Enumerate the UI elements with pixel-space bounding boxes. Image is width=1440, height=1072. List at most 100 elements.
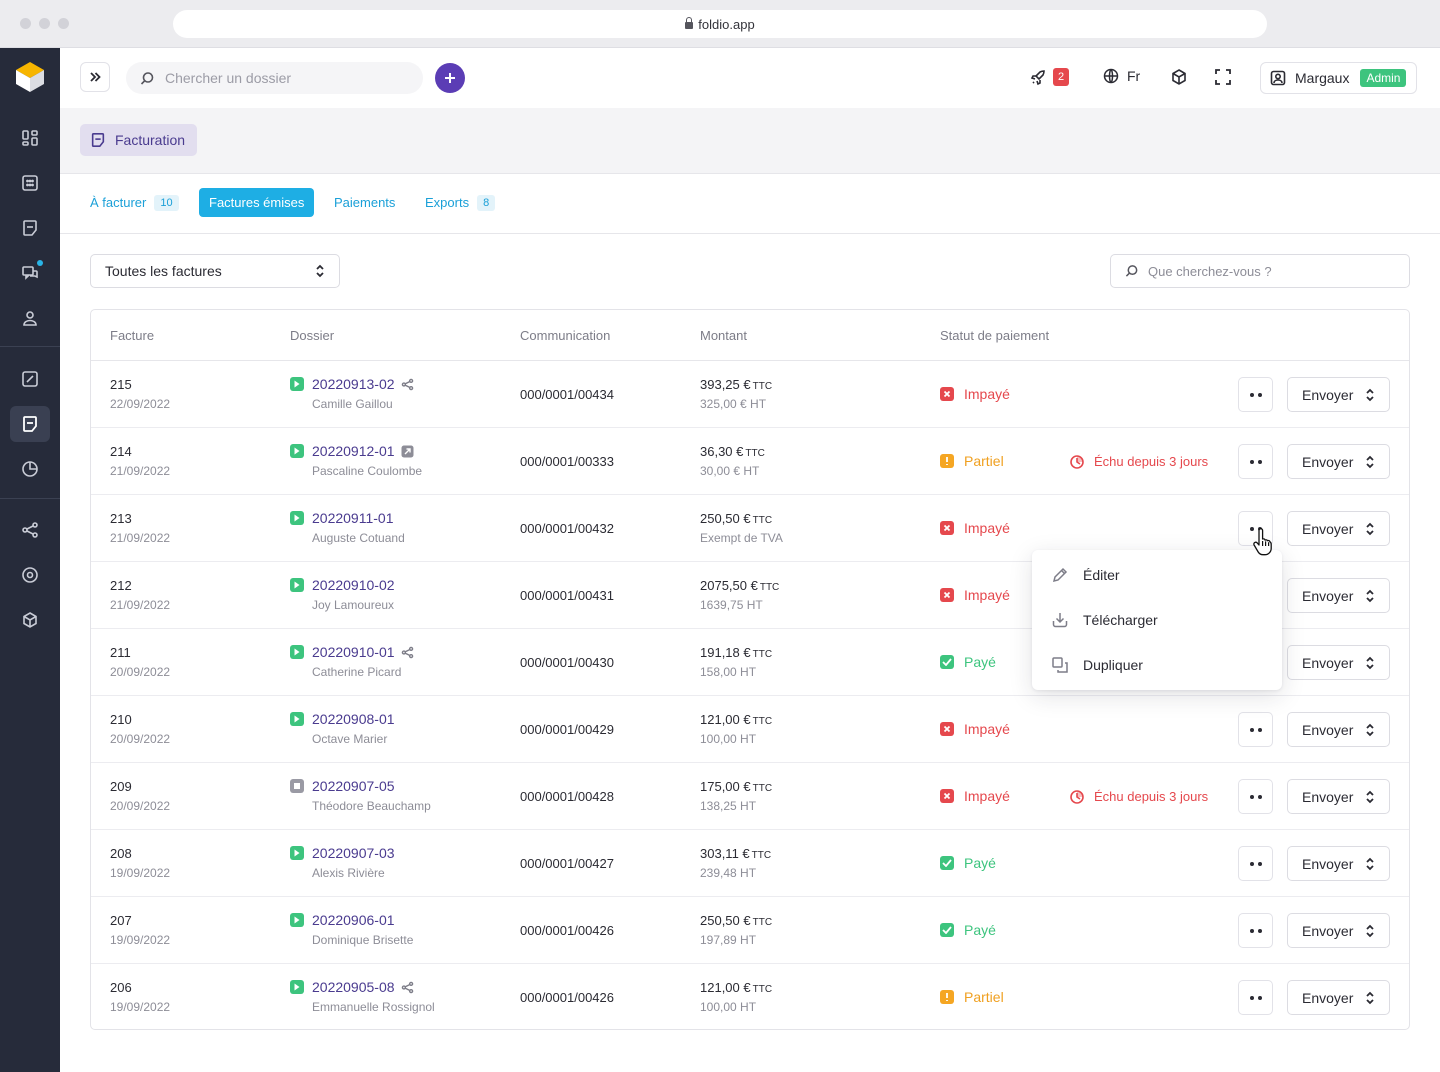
dossier-number[interactable]: 20220907-03 xyxy=(312,845,395,861)
menu-item-edit[interactable]: Éditer xyxy=(1032,553,1282,597)
send-button[interactable]: Envoyer xyxy=(1287,444,1390,479)
breadcrumb[interactable]: Facturation xyxy=(80,124,198,156)
menu-item-download[interactable]: Télécharger xyxy=(1032,598,1282,642)
share-icon[interactable] xyxy=(401,646,414,659)
sidebar-item-messages[interactable] xyxy=(10,255,50,291)
dossier-search[interactable] xyxy=(126,62,423,94)
address-bar[interactable]: foldio.app xyxy=(173,10,1267,38)
sidebar-item-sharing[interactable] xyxy=(10,512,50,548)
external-link-icon[interactable] xyxy=(401,445,414,458)
tab-exports[interactable]: Exports 8 xyxy=(415,188,505,217)
sidebar-item-goals[interactable] xyxy=(10,557,50,593)
dossier-search-input[interactable] xyxy=(165,70,395,86)
dossier-link[interactable]: 20220907-05 xyxy=(312,778,395,794)
amount-ttc: 303,11 € TTC xyxy=(700,846,771,861)
dossier-number[interactable]: 20220906-01 xyxy=(312,912,395,928)
send-button[interactable]: Envoyer xyxy=(1287,712,1390,747)
send-button[interactable]: Envoyer xyxy=(1287,779,1390,814)
send-button[interactable]: Envoyer xyxy=(1287,980,1390,1015)
more-actions-button[interactable] xyxy=(1238,779,1273,814)
app-logo[interactable] xyxy=(14,60,46,94)
invoice-date: 20/09/2022 xyxy=(110,665,171,679)
table-row[interactable]: 207 19/09/2022 20220906-01 Dominique Briset… xyxy=(91,897,1409,964)
table-row[interactable]: 213 21/09/2022 20220911-01 Auguste Cotuand 0… xyxy=(91,495,1409,562)
more-actions-button[interactable] xyxy=(1238,444,1273,479)
maximize-window-dot[interactable] xyxy=(58,18,69,29)
notifications-button[interactable]: 2 xyxy=(1030,68,1070,86)
dossier-number[interactable]: 20220908-01 xyxy=(312,711,395,727)
minimize-window-dot[interactable] xyxy=(39,18,50,29)
dossier-number[interactable]: 20220910-02 xyxy=(312,577,395,593)
menu-item-duplicate[interactable]: Dupliquer xyxy=(1032,643,1282,687)
dossier-number[interactable]: 20220911-01 xyxy=(312,510,394,526)
dossier-link[interactable]: 20220906-01 xyxy=(312,912,395,928)
dossier-link[interactable]: 20220910-01 xyxy=(312,644,414,660)
send-label: Envoyer xyxy=(1302,922,1354,939)
sidebar-item-accounting[interactable] xyxy=(10,361,50,397)
dossier-number[interactable]: 20220907-05 xyxy=(312,778,395,794)
table-row[interactable]: 206 19/09/2022 20220905-08 Emmanuelle Rossi… xyxy=(91,964,1409,1031)
invoice-search-input[interactable] xyxy=(1148,263,1388,279)
dossier-number[interactable]: 20220913-02 xyxy=(312,376,395,392)
dossier-link[interactable]: 20220912-01 xyxy=(312,443,414,459)
chat-icon xyxy=(22,266,38,280)
sidebar-item-calendar[interactable] xyxy=(10,165,50,201)
tab-bar: À facturer 10 Factures émises Paiements … xyxy=(60,174,1440,234)
more-actions-button[interactable] xyxy=(1238,846,1273,881)
share-icon[interactable] xyxy=(401,378,414,391)
sidebar-item-dashboard[interactable] xyxy=(10,120,50,156)
more-actions-button[interactable] xyxy=(1238,712,1273,747)
tab-a-facturer[interactable]: À facturer 10 xyxy=(80,188,189,217)
send-button[interactable]: Envoyer xyxy=(1287,645,1390,680)
dossier-link[interactable]: 20220908-01 xyxy=(312,711,395,727)
close-window-dot[interactable] xyxy=(20,18,31,29)
send-button[interactable]: Envoyer xyxy=(1287,913,1390,948)
invoice-icon xyxy=(91,132,105,148)
tab-factures-emises[interactable]: Factures émises xyxy=(199,188,315,217)
sidebar-item-reports[interactable] xyxy=(10,451,50,487)
dossier-link[interactable]: 20220910-02 xyxy=(312,577,395,593)
send-button[interactable]: Envoyer xyxy=(1287,578,1390,613)
more-actions-button[interactable] xyxy=(1238,980,1273,1015)
send-button[interactable]: Envoyer xyxy=(1287,511,1390,546)
payment-status: Impayé xyxy=(940,721,1010,737)
dossier-number[interactable]: 20220910-01 xyxy=(312,644,395,660)
table-row[interactable]: 209 20/09/2022 20220907-05 Théodore Beaucha… xyxy=(91,763,1409,830)
table-row[interactable]: 212 21/09/2022 20220910-02 Joy Lamoureux 000… xyxy=(91,562,1409,629)
dossier-link[interactable]: 20220911-01 xyxy=(312,510,393,526)
sidebar-item-modules[interactable] xyxy=(10,602,50,638)
expand-sidebar-button[interactable] xyxy=(80,62,110,92)
client-name: Théodore Beauchamp xyxy=(312,799,431,813)
dossier-number[interactable]: 20220905-08 xyxy=(312,979,395,995)
search-icon xyxy=(1125,265,1138,277)
more-actions-button[interactable] xyxy=(1238,913,1273,948)
sidebar-item-documents[interactable] xyxy=(10,210,50,246)
dossier-link[interactable]: 20220907-03 xyxy=(312,845,395,861)
cube-icon[interactable] xyxy=(1170,68,1188,86)
invoice-filter-select[interactable]: Toutes les factures xyxy=(90,254,340,288)
dossier-link[interactable]: 20220905-08 xyxy=(312,979,414,995)
table-row[interactable]: 214 21/09/2022 20220912-01 Pascaline Coulom… xyxy=(91,428,1409,495)
table-row[interactable]: 208 19/09/2022 20220907-03 Alexis Rivière 00… xyxy=(91,830,1409,897)
user-menu[interactable]: Margaux Admin xyxy=(1260,62,1417,94)
sidebar-item-contacts[interactable] xyxy=(10,300,50,336)
fullscreen-icon[interactable] xyxy=(1214,68,1232,86)
language-selector[interactable]: Fr xyxy=(1103,68,1140,84)
tab-paiements[interactable]: Paiements xyxy=(324,188,405,217)
page-header: Facturation xyxy=(60,108,1440,174)
amount-value: 36,30 € xyxy=(700,444,744,459)
sidebar-item-invoicing[interactable] xyxy=(10,406,50,442)
add-button[interactable] xyxy=(435,63,465,93)
more-actions-button[interactable] xyxy=(1238,377,1273,412)
table-row[interactable]: 215 22/09/2022 20220913-02 Camille Gaillou 0… xyxy=(91,361,1409,428)
sort-arrows-icon xyxy=(1366,790,1374,803)
dossier-link[interactable]: 20220913-02 xyxy=(312,376,414,392)
share-icon[interactable] xyxy=(401,981,414,994)
invoice-search[interactable] xyxy=(1110,254,1410,288)
dossier-number[interactable]: 20220912-01 xyxy=(312,443,395,459)
send-label: Envoyer xyxy=(1302,855,1354,872)
client-name: Alexis Rivière xyxy=(312,866,385,880)
send-button[interactable]: Envoyer xyxy=(1287,377,1390,412)
table-row[interactable]: 210 20/09/2022 20220908-01 Octave Marier 000… xyxy=(91,696,1409,763)
send-button[interactable]: Envoyer xyxy=(1287,846,1390,881)
